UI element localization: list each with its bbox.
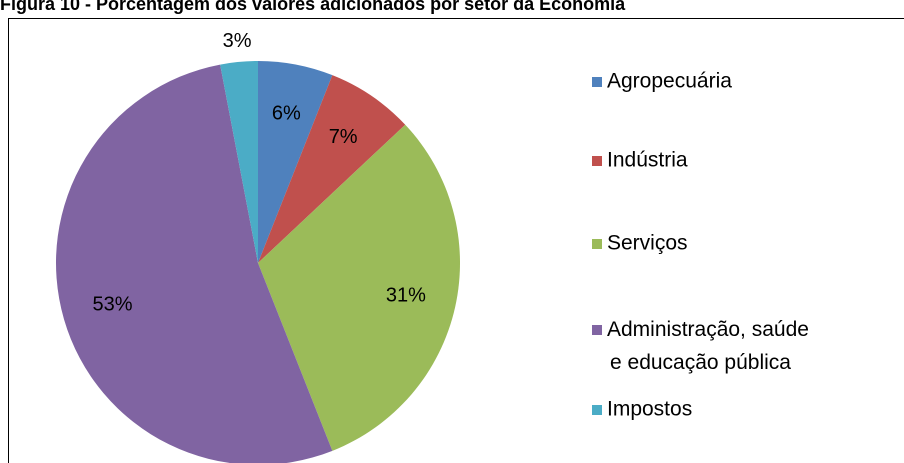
legend-swatch	[592, 325, 602, 335]
data-label: 3%	[223, 30, 252, 52]
data-label: 7%	[329, 126, 358, 148]
data-label: 31%	[386, 284, 426, 306]
pie-slice	[258, 124, 460, 451]
legend-label: Indústria	[607, 149, 688, 172]
legend-label: Serviços	[607, 232, 688, 255]
pie-slice	[258, 61, 333, 263]
legend-swatch	[592, 77, 602, 87]
data-label: 6%	[272, 102, 301, 124]
legend-swatch	[592, 156, 602, 166]
legend-label: Administração, saúde e educação pública	[607, 318, 809, 374]
legend-swatch	[592, 405, 602, 415]
pie-slice	[258, 75, 406, 263]
legend-label: Agropecuária	[607, 70, 732, 93]
legend-label-line: e educação pública	[610, 351, 791, 374]
legend-label: Impostos	[607, 398, 692, 421]
pie-slice	[220, 61, 258, 263]
legend-swatch	[592, 239, 602, 249]
pie-slice	[56, 64, 333, 463]
data-label: 53%	[92, 294, 132, 316]
legend-label-line: Administração, saúde	[607, 318, 809, 341]
chart-title: Figura 10 - Porcentagem dos valores adic…	[0, 0, 626, 14]
